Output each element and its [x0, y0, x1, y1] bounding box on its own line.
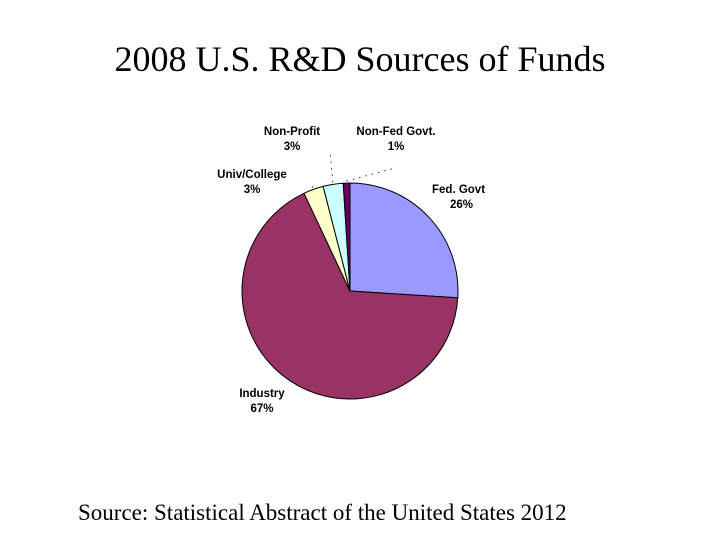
slice-label-fed-govt: Fed. Govt 26%	[432, 184, 485, 211]
source-citation: Source: Statistical Abstract of the Unit…	[78, 500, 567, 525]
slice-label-industry: Industry 67%	[239, 388, 285, 415]
leader-line-univ-college	[311, 185, 314, 188]
chart-title: 2008 U.S. R&D Sources of Funds	[114, 39, 606, 79]
slice-label-non-profit: Non-Profit 3%	[264, 126, 320, 153]
leader-line-non-fed-govt	[346, 167, 396, 182]
slice-labels: Fed. Govt 26% Industry 67% Univ/College 3% Non…	[217, 126, 485, 415]
slice-label-non-fed-govt: Non-Fed Govt. 1%	[356, 126, 435, 153]
leader-line-non-profit	[329, 149, 334, 183]
pie-slice-non-fed-govt	[342, 182, 351, 292]
slice-label-univ-college: Univ/College 3%	[217, 169, 287, 196]
pie-slice-fed-govt	[349, 182, 459, 299]
leader-lines	[311, 149, 396, 188]
pie-slices	[241, 182, 459, 400]
pie-slice-industry	[241, 192, 459, 400]
